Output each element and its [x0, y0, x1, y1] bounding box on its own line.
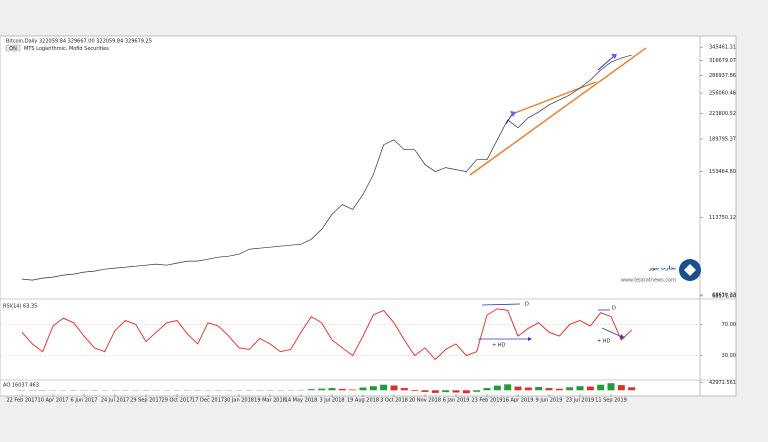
histogram-bar	[483, 388, 491, 391]
ao-title: AO 16037.463	[3, 383, 39, 389]
y-tick-label: 223800.52	[709, 111, 736, 117]
y-tick-label: 68171.00	[712, 293, 736, 299]
x-tick-label: 10 Apr 2017	[38, 398, 69, 404]
annotation: D	[525, 302, 529, 308]
x-tick-label: 29 Sep 2017	[130, 398, 162, 404]
y-tick-label: 316679.07	[709, 58, 736, 64]
histogram-bar	[617, 385, 625, 391]
chart-subtitle: MTS Logarithmic, Mofid Securities	[24, 46, 109, 52]
histogram-bar	[452, 390, 460, 393]
histogram-bar	[442, 390, 450, 393]
histogram-bar	[359, 387, 367, 391]
y-tick-label: 286937.86	[709, 73, 736, 79]
annotation: + HD	[597, 339, 611, 345]
y-tick-label: 153464.80	[709, 169, 736, 175]
x-tick-label: 14 May 2018	[285, 398, 318, 404]
x-tick-label: 22 Feb 2017	[6, 398, 37, 404]
arrow	[505, 112, 514, 125]
trend-line	[511, 81, 597, 115]
histogram-bar	[555, 388, 563, 391]
x-tick-label: 3 Oct 2018	[380, 398, 408, 404]
rsi-title: RSI(14) 63.35	[3, 304, 37, 310]
arrow	[601, 327, 623, 338]
histogram-bar	[586, 386, 594, 391]
histogram-bar	[318, 388, 326, 391]
x-tick-label: 17 Dec 2017	[192, 398, 224, 404]
arrow-head	[528, 337, 532, 341]
histogram-bar	[338, 388, 346, 391]
histogram-bar	[504, 384, 512, 391]
line-series	[21, 308, 633, 361]
histogram-bar	[473, 390, 481, 392]
histogram-bar	[597, 384, 605, 391]
histogram-bar	[307, 389, 315, 391]
x-tick-label: 30 Jan 2018	[224, 398, 254, 404]
plot-frame	[0, 35, 737, 397]
x-tick-label: 6 Jun 2017	[71, 398, 98, 404]
y-tick-label: 256060.46	[709, 91, 736, 97]
arrow-head	[611, 54, 617, 59]
y-tick-label: 42971.561	[709, 380, 736, 386]
x-tick-label: 19 Aug 2018	[347, 398, 379, 404]
x-tick-label: 16 Apr 2019	[503, 398, 534, 404]
histogram-bar	[566, 387, 574, 391]
histogram-bar	[493, 385, 501, 391]
chart-title: Bitcoin,Daily 322059.84 329667.00 322059…	[6, 39, 152, 45]
on-button[interactable]	[5, 44, 21, 52]
histogram-bar	[411, 390, 419, 392]
histogram-bar	[390, 385, 398, 391]
x-tick-label: 9 Jun 2019	[536, 398, 563, 404]
trend-line	[469, 47, 647, 176]
arrow	[597, 55, 615, 71]
x-tick-label: 29 Oct 2017	[162, 398, 193, 404]
x-tick-label: 11 Sep 2019	[595, 398, 627, 404]
annotation: D	[612, 306, 616, 312]
histogram-bar	[380, 384, 388, 391]
arrow-head	[510, 111, 516, 117]
histogram-bar	[421, 390, 429, 392]
histogram-bar	[514, 386, 522, 391]
y-tick-label: 113750.12	[709, 215, 736, 221]
on-button-label[interactable]: ON	[9, 46, 17, 52]
x-tick-label: 6 Jan 2019	[443, 398, 470, 404]
histogram-bar	[400, 388, 408, 391]
histogram-bar	[607, 383, 615, 391]
y-tick-label: 189795.37	[709, 136, 736, 142]
y-tick-label: 30.00	[722, 353, 736, 359]
histogram-bar	[328, 388, 336, 391]
annotation: + HD	[492, 343, 506, 349]
y-tick-label: 68610.33	[712, 292, 736, 298]
watermark-logo	[684, 264, 696, 276]
histogram-bar	[524, 387, 532, 391]
watermark-title: تجارت نیوز	[648, 266, 676, 272]
x-tick-label: 3 Jul 2018	[319, 398, 344, 404]
x-tick-label: 24 Jul 2017	[101, 398, 129, 404]
arrow	[481, 303, 521, 306]
histogram-bar	[545, 388, 553, 391]
x-tick-label: 23 Feb 2019	[471, 398, 502, 404]
histogram-bar	[431, 390, 439, 393]
watermark-url: www.tejaratnews.com	[621, 278, 676, 284]
x-tick-label: 19 Mar 2018	[254, 398, 286, 404]
histogram-bar	[535, 386, 543, 391]
histogram-bar	[628, 387, 636, 391]
y-tick-label: 345461.31	[709, 45, 736, 51]
histogram-bar	[462, 390, 470, 394]
histogram-bar	[349, 389, 357, 391]
line-series	[21, 54, 632, 281]
x-tick-label: 20 Nov 2018	[409, 398, 441, 404]
histogram-bar	[369, 386, 377, 391]
histogram-bar	[576, 386, 584, 391]
y-tick-label: 70.00	[722, 322, 736, 328]
x-tick-label: 23 Jul 2019	[566, 398, 594, 404]
